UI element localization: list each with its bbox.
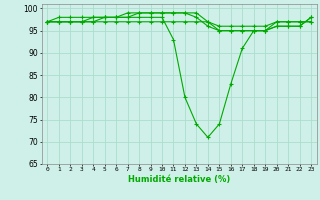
X-axis label: Humidité relative (%): Humidité relative (%) — [128, 175, 230, 184]
